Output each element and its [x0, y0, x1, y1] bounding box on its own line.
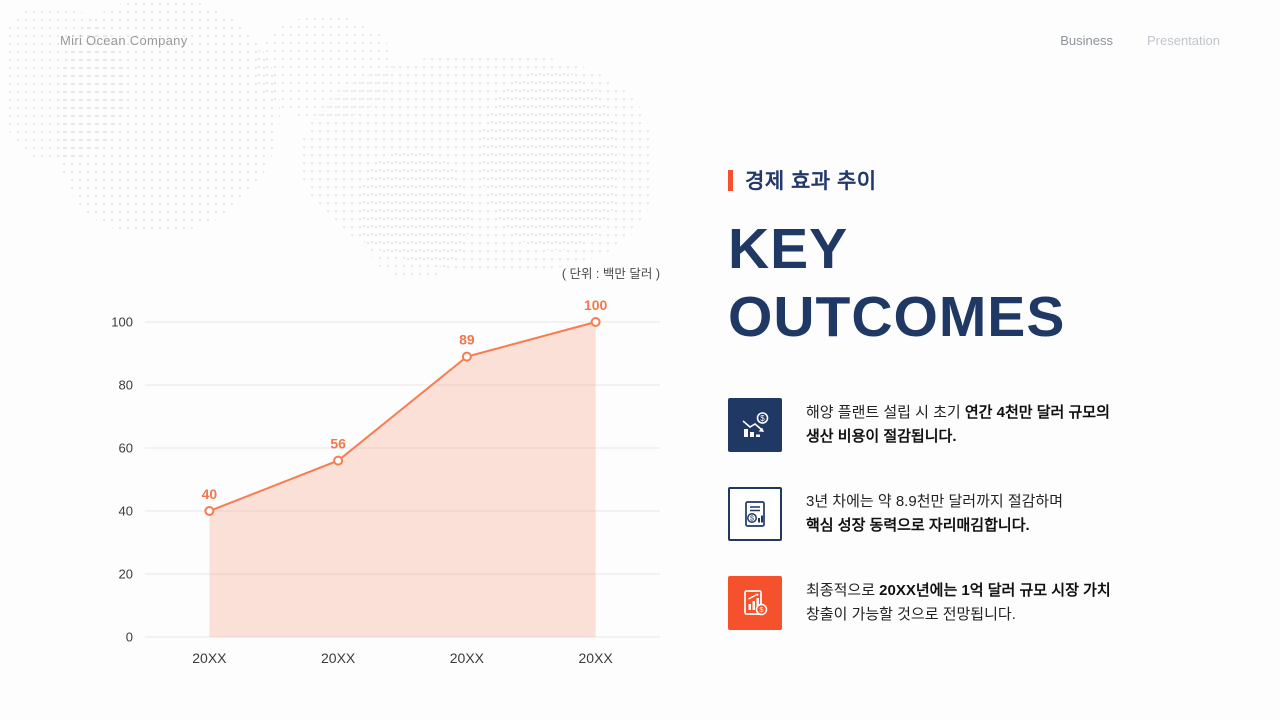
nav-presentation-label: Presentation [1147, 33, 1220, 48]
chart-point [590, 317, 601, 327]
key-outcomes-list: $ 해양 플랜트 설립 시 초기 연간 4천만 달러 규모의 생산 비용이 절감됩… [728, 397, 1168, 630]
page-title: KEY OUTCOMES [728, 215, 1168, 352]
market-value-icon: $ [728, 575, 782, 630]
accent-bar [728, 169, 733, 191]
chart-point [333, 455, 344, 466]
chart-unit-label: ( 단위 : 백만 달러 ) [562, 267, 660, 281]
x-tick-label: 20XX [192, 650, 227, 666]
y-tick-label: 0 [126, 630, 133, 645]
section-kicker: 경제 효과 추이 [728, 165, 1168, 195]
x-tick-label: 20XX [321, 650, 356, 666]
chart-point [461, 351, 472, 362]
y-tick-label: 100 [111, 315, 133, 330]
value-label: 56 [330, 436, 346, 452]
y-tick-label: 20 [119, 567, 133, 582]
content-column: 경제 효과 추이 KEY OUTCOMES $ [728, 165, 1168, 630]
chart-area-wrapper: ( 단위 : 백만 달러 ) 0 20 40 60 80 100 40 20XX 56 20XX 8… [95, 262, 670, 672]
page-title-line1: KEY [728, 217, 849, 281]
header-nav: Business Presentation [1060, 33, 1220, 48]
outcome-item: $ 최종적으로 20XX년에는 1억 달러 규모 시장 가치 창출이 가능할 것으… [728, 575, 1168, 630]
y-tick-label: 40 [119, 504, 133, 519]
x-tick-label: 20XX [579, 650, 614, 666]
svg-text:$: $ [760, 414, 765, 423]
economic-effect-chart: ( 단위 : 백만 달러 ) 0 20 40 60 80 100 40 20XX 56 20XX 8… [111, 267, 660, 666]
svg-text:$: $ [750, 515, 754, 522]
outcome-text: 3년 차에는 약 8.9천만 달러까지 절감하며 핵심 성장 동력으로 자리매김합… [806, 492, 1064, 534]
outcome-text: 해양 플랜트 설립 시 초기 연간 4천만 달러 규모의 생산 비용이 절감됩니다… [806, 403, 1110, 445]
value-label: 100 [584, 297, 608, 313]
chart-point [204, 506, 215, 516]
company-name: Miri Ocean Company [60, 33, 188, 48]
world-map-dots [60, 0, 280, 232]
svg-text:$: $ [759, 605, 764, 614]
nav-business-label: Business [1060, 33, 1113, 48]
section-kicker-label: 경제 효과 추이 [745, 170, 877, 193]
savings-report-icon: $ [728, 486, 782, 541]
chart-line [209, 321, 596, 512]
x-tick-label: 20XX [450, 650, 485, 666]
value-label: 89 [459, 332, 475, 348]
world-map-dots [480, 70, 620, 250]
chart-area-fill [209, 322, 596, 637]
value-label: 40 [202, 486, 218, 502]
y-tick-label: 80 [119, 378, 133, 393]
cost-reduction-icon: $ [728, 397, 782, 452]
outcome-text: 최종적으로 20XX년에는 1억 달러 규모 시장 가치 창출이 가능할 것으로 … [806, 581, 1111, 623]
outcome-item: $ 3년 차에는 약 8.9천만 달러까지 절감하며 핵심 성장 동력으로 자리매… [728, 486, 1168, 541]
outcome-item: $ 해양 플랜트 설립 시 초기 연간 4천만 달러 규모의 생산 비용이 절감됩… [728, 397, 1168, 452]
page-title-line2: OUTCOMES [728, 285, 1066, 350]
world-map-dots [360, 150, 470, 280]
y-tick-label: 60 [119, 441, 133, 456]
